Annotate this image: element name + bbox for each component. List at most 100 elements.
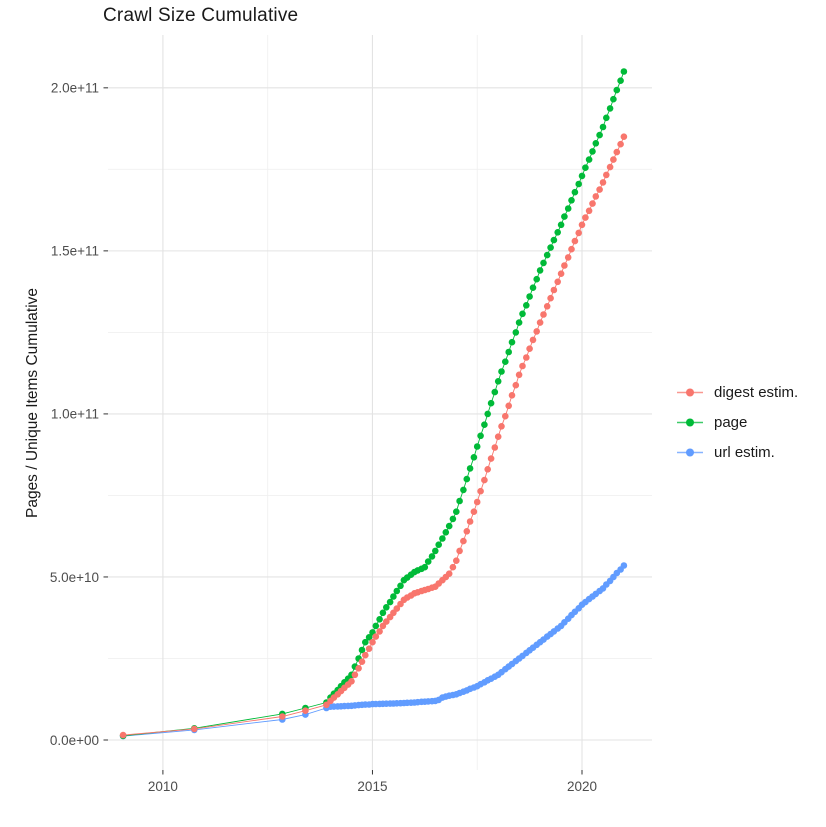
data-point	[432, 547, 439, 555]
legend-key-icon	[677, 388, 703, 397]
data-point	[582, 164, 589, 171]
data-point	[526, 293, 533, 300]
data-point	[119, 731, 127, 739]
data-point	[365, 645, 373, 652]
data-point	[379, 609, 387, 617]
data-point	[456, 547, 463, 555]
legend-item-url-estim: url estim.	[676, 444, 798, 461]
data-point	[557, 270, 565, 278]
data-point	[323, 701, 330, 709]
data-point	[596, 186, 603, 193]
data-point	[453, 557, 460, 564]
data-point	[470, 454, 478, 461]
data-point	[533, 328, 540, 335]
data-point	[568, 197, 575, 204]
data-point	[473, 443, 481, 450]
data-point	[613, 86, 621, 94]
data-point	[519, 310, 526, 318]
data-point	[596, 131, 603, 139]
data-point	[578, 172, 586, 180]
data-point	[543, 251, 551, 259]
data-point	[585, 156, 593, 163]
data-point	[617, 77, 624, 84]
data-point	[428, 553, 436, 560]
legend-item-digest-estim: digest estim.	[676, 384, 798, 401]
data-point	[473, 498, 481, 506]
data-point	[550, 286, 558, 294]
legend-label: page	[714, 414, 748, 431]
x-tick-label: 2010	[148, 779, 178, 794]
data-point	[606, 163, 614, 171]
y-tick-label: 5.0e+10	[50, 570, 99, 585]
data-point	[358, 646, 366, 654]
data-point	[568, 245, 575, 253]
data-point	[547, 244, 554, 251]
data-point	[498, 368, 505, 375]
legend-item-page: page	[676, 414, 798, 431]
data-point	[557, 221, 565, 229]
data-point	[523, 302, 530, 309]
data-point	[466, 465, 474, 472]
data-point	[491, 388, 499, 396]
data-point	[470, 508, 478, 515]
data-point	[453, 508, 460, 515]
data-point	[589, 148, 596, 155]
data-point	[582, 214, 589, 221]
data-point	[460, 486, 467, 494]
data-point	[561, 262, 568, 269]
y-tick-label: 1.5e+11	[51, 244, 99, 259]
legend-label: digest estim.	[714, 384, 799, 401]
data-point	[592, 193, 600, 200]
data-point	[540, 311, 547, 318]
data-point	[523, 354, 530, 361]
data-point	[505, 348, 512, 356]
data-point	[376, 616, 383, 623]
data-point	[279, 713, 286, 720]
data-point	[442, 529, 450, 536]
data-point	[439, 535, 446, 542]
data-point	[372, 633, 380, 640]
data-point	[585, 207, 593, 215]
data-point	[519, 362, 526, 370]
data-point	[494, 433, 502, 441]
y-tick-label: 1.0e+11	[51, 407, 99, 422]
data-point	[386, 598, 394, 606]
data-point	[620, 562, 628, 569]
data-point	[564, 205, 572, 212]
data-point	[543, 303, 551, 310]
data-point	[460, 537, 467, 545]
data-point	[515, 371, 523, 379]
y-tick-label: 0.0e+00	[50, 733, 99, 748]
data-point	[502, 358, 509, 366]
data-point	[421, 563, 429, 571]
data-point	[383, 604, 390, 611]
data-point	[571, 237, 579, 245]
data-point	[498, 423, 505, 430]
data-point	[526, 345, 533, 353]
data-point	[529, 336, 537, 344]
data-point	[369, 638, 376, 646]
data-point	[494, 378, 502, 385]
data-point	[191, 725, 198, 733]
data-point	[564, 254, 572, 261]
data-point	[463, 475, 471, 483]
data-point	[484, 410, 492, 418]
data-point	[512, 329, 520, 336]
legend-key-icon	[677, 418, 703, 427]
data-point	[487, 399, 495, 407]
data-point	[502, 412, 509, 420]
series-points-digest-estim	[119, 133, 628, 739]
data-point	[589, 200, 596, 207]
data-point	[603, 171, 610, 179]
data-point	[620, 68, 628, 75]
data-point	[390, 593, 397, 600]
data-point	[376, 628, 383, 635]
data-point	[571, 188, 579, 196]
data-point	[477, 487, 484, 495]
data-point	[355, 665, 362, 672]
data-point	[529, 284, 537, 292]
data-point	[610, 156, 617, 163]
data-point	[487, 455, 495, 462]
data-point	[466, 518, 474, 525]
